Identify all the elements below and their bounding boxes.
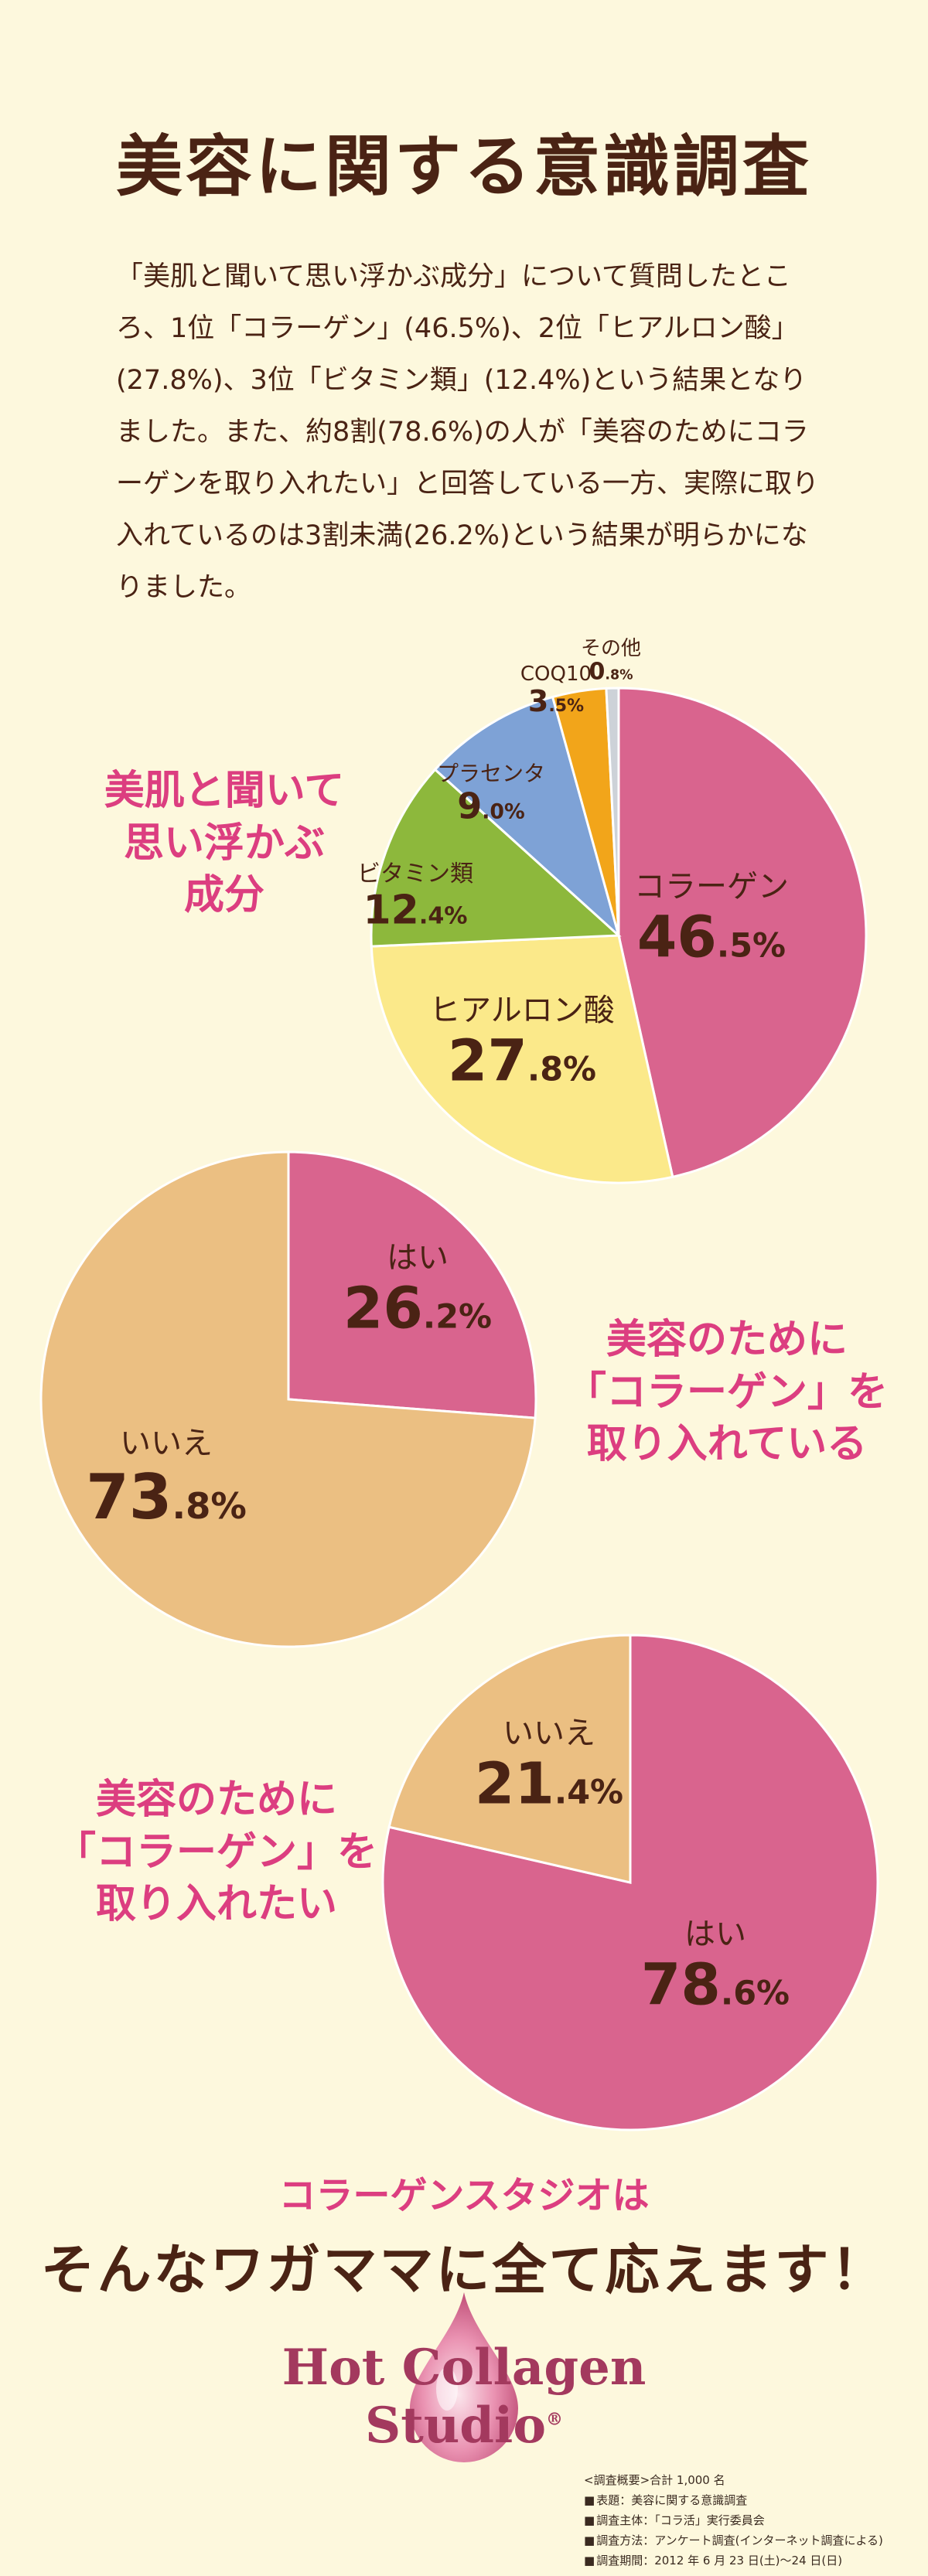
chart1-title-line: 成分 (183, 872, 264, 919)
pie1-slice-label: ビタミン類 (357, 860, 473, 888)
pie1-slice (370, 768, 622, 948)
pie3-slice-value: 78.6% (641, 1952, 790, 2019)
pie1-slice (605, 687, 620, 936)
droplet-logo-icon (410, 2292, 518, 2462)
slogan-brand: コラーゲンスタジオは (278, 2174, 650, 2217)
pie1-slice-label: コラーゲン (634, 869, 789, 905)
pie1-slice-label: その他 (581, 637, 641, 660)
pie1-slice-value: 46.5% (637, 905, 786, 971)
chart3-title-line: 「コラーゲン」を (55, 1828, 377, 1876)
survey-row: 表題：美容に関する意識調査 (584, 2490, 909, 2510)
survey-row: 調査方法：アンケート調査(インターネット調査による) (584, 2530, 909, 2550)
chart2-title-line: 「コラーゲン」を (565, 1368, 888, 1416)
pie1-slice-label: ヒアルロン酸 (429, 993, 615, 1028)
pie1-slice (617, 687, 868, 1179)
page-title: 美容に関する意識調査 (116, 128, 812, 206)
survey-row: 調査主体：「コラ活」実行委員会 (584, 2510, 909, 2530)
chart1-title-line: 思い浮かぶ (123, 819, 325, 867)
chart2-title-line: 取り入れている (586, 1421, 868, 1468)
pie1-slice-value: 0.8% (589, 659, 633, 686)
pie1-slice-value: 27.8% (448, 1028, 596, 1095)
pie3-slice-label: いいえ (503, 1716, 595, 1751)
intro-paragraph: 「美肌と聞いて思い浮かぶ成分」について質問したところ、1位「コラーゲン」(46.… (116, 261, 819, 603)
survey-heading: <調査概要>合計 1,000 名 (584, 2473, 725, 2487)
pie3-slice-label: はい (684, 1917, 746, 1952)
registered-mark: ® (546, 2409, 564, 2430)
brand-name: Hot Collagen Studio (281, 2339, 647, 2455)
pie2-slice-value: 26.2% (343, 1276, 492, 1342)
pie1-slice-value: 3.5% (528, 684, 584, 718)
pie2-slice-label: はい (387, 1240, 449, 1276)
survey-overview: <調査概要>合計 1,000 名 表題：美容に関する意識調査 調査主体：「コラ活… (584, 2470, 909, 2571)
survey-row: 調査期間：2012 年 6 月 23 日(土)〜24 日(日) (584, 2550, 909, 2571)
chart3-title-line: 取り入れたい (95, 1881, 337, 1928)
brand-logo: Hot Collagen Studio® (193, 2339, 735, 2455)
chart3-title-line: 美容のために (95, 1777, 337, 1823)
pie1-slice-label: プラセンタ (437, 761, 545, 786)
chart3-title: 美容のために 「コラーゲン」を 取り入れたい (46, 1774, 387, 1931)
chart1-title-line: 美肌と聞いて (104, 768, 345, 814)
chart1-title: 美肌と聞いて 思い浮かぶ 成分 (77, 765, 371, 922)
pie3-slice (387, 1634, 632, 1884)
pie2-slice-value: 73.8% (86, 1461, 247, 1533)
chart2-title: 美容のために 「コラーゲン」を 取り入れている (557, 1314, 897, 1471)
pie2-slice (287, 1150, 537, 1419)
pie2-slice (39, 1150, 537, 1648)
pie1-slice (433, 695, 621, 939)
pie1-slice-value: 12.4% (363, 888, 467, 934)
slogan-main: そんなワガママに全て応えます！ (40, 2238, 888, 2302)
pie3-slice-value: 21.4% (475, 1751, 623, 1818)
pie1-slice-value: 9.0% (457, 785, 524, 826)
pie1-slice-label: COQ10 (520, 663, 592, 686)
pie1-slice (370, 934, 674, 1184)
pie2-slice-label: いいえ (120, 1426, 213, 1461)
chart2-title-line: 美容のために (606, 1317, 848, 1363)
